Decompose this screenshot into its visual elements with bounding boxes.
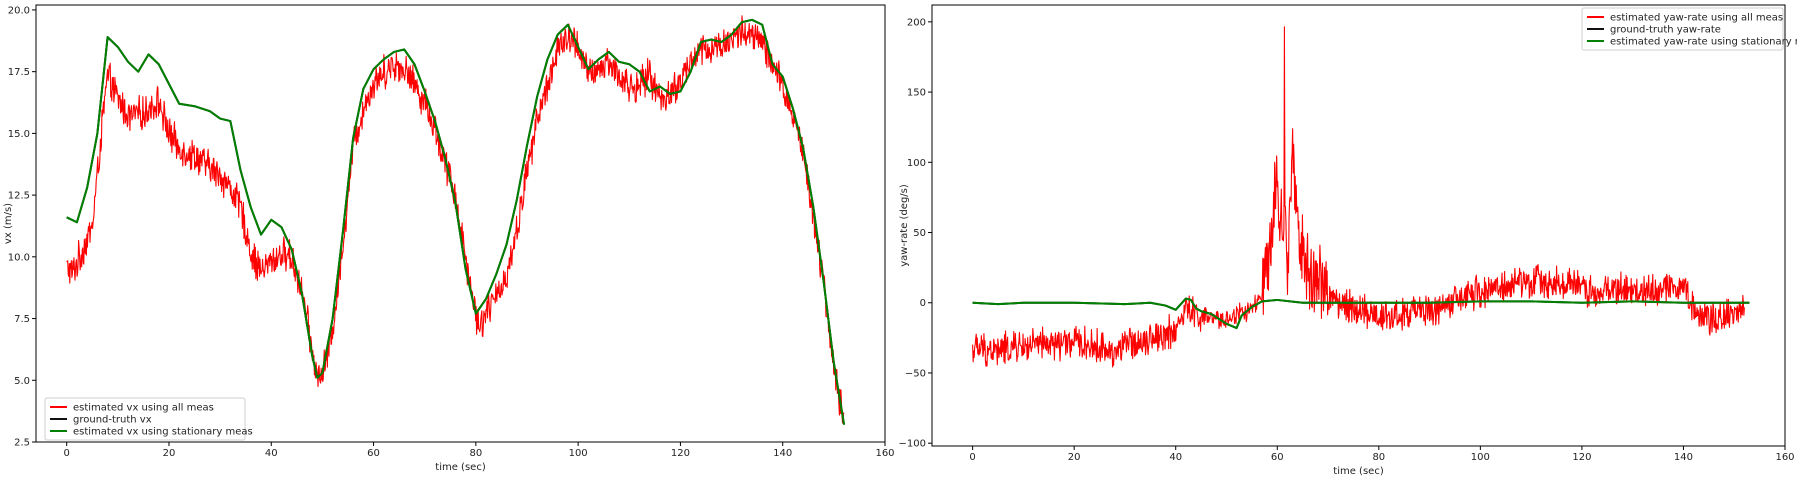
x-tick-label: 40 [1169, 452, 1182, 463]
y-tick-label: 10.0 [8, 252, 30, 263]
legend-estimated-vx-all-meas: estimated vx using all meas [73, 403, 214, 414]
legend-frame [44, 397, 246, 441]
y-tick-label: 5.0 [14, 376, 30, 387]
yaw-rate-chart: 0 20 40 60 80 100 120 140 160 −100 −50 0 50 100 150 200… [899, 4, 1797, 477]
x-tick-label: 80 [1372, 452, 1385, 463]
x-tick-label: 100 [569, 448, 588, 459]
x-tick-label: 140 [773, 448, 792, 459]
legend-estimated-yaw-rate-all-meas: estimated yaw-rate using all meas [1610, 13, 1783, 24]
x-tick-label: 20 [163, 448, 176, 459]
legend: estimated vx using all measground-truth … [44, 397, 253, 441]
legend-estimated-yaw-rate-stationary: estimated yaw-rate using stationary meas [1610, 37, 1797, 48]
x-tick-label: 160 [875, 448, 894, 459]
x-axis-label: time (sec) [435, 462, 486, 473]
vx-chart: 0 20 40 60 80 100 120 140 160 2.5 5.0 7.5 10.0 12.5 15… [3, 4, 895, 473]
y-tick-label: −50 [905, 368, 926, 379]
legend-frame [1581, 7, 1784, 51]
series-estimated-yaw-rate-all-meas [972, 26, 1745, 368]
x-tick-label: 40 [265, 448, 278, 459]
x-tick-label: 0 [63, 448, 69, 459]
plot-frame [35, 4, 886, 443]
x-tick-label: 120 [1572, 452, 1591, 463]
y-tick-label: 15.0 [8, 129, 30, 140]
x-tick-label: 80 [469, 448, 482, 459]
legend-estimated-vx-stationary: estimated vx using stationary meas [73, 427, 253, 438]
y-tick-label: −100 [899, 439, 926, 450]
plot-area [36, 5, 885, 442]
y-tick-label: 20.0 [8, 5, 30, 16]
y-tick-label: 50 [913, 228, 926, 239]
y-tick-label: 12.5 [8, 191, 30, 202]
series-group [66, 15, 846, 425]
x-tick-label: 160 [1775, 452, 1794, 463]
x-tick-label: 60 [367, 448, 380, 459]
series-group [972, 26, 1750, 368]
y-tick-label: 2.5 [14, 438, 30, 449]
y-tick-label: 200 [907, 17, 926, 28]
x-tick-label: 20 [1068, 452, 1081, 463]
y-tick-label: 100 [907, 158, 926, 169]
x-tick-label: 60 [1271, 452, 1284, 463]
series-estimated-yaw-rate-stationary [972, 297, 1750, 330]
series-estimated-vx-stationary [66, 18, 846, 425]
x-tick-label: 0 [969, 452, 975, 463]
x-tick-label: 100 [1471, 452, 1490, 463]
x-axis-label: time (sec) [1333, 466, 1384, 477]
plot-frame [931, 4, 1786, 447]
legend-ground-truth-yaw-rate: ground-truth yaw-rate [1610, 25, 1721, 36]
y-tick-label: 7.5 [14, 314, 30, 325]
legend-ground-truth-vx: ground-truth vx [73, 415, 152, 426]
plot-area [932, 5, 1785, 446]
x-tick-label: 120 [671, 448, 690, 459]
y-tick-label: 17.5 [8, 67, 30, 78]
legend: estimated yaw-rate using all measground-… [1581, 7, 1797, 51]
y-axis-label: yaw-rate (deg/s) [899, 184, 910, 267]
y-axis-label: vx (m/s) [3, 203, 14, 244]
y-tick-label: 150 [907, 88, 926, 99]
y-tick-label: 0 [920, 298, 926, 309]
x-tick-label: 140 [1674, 452, 1693, 463]
